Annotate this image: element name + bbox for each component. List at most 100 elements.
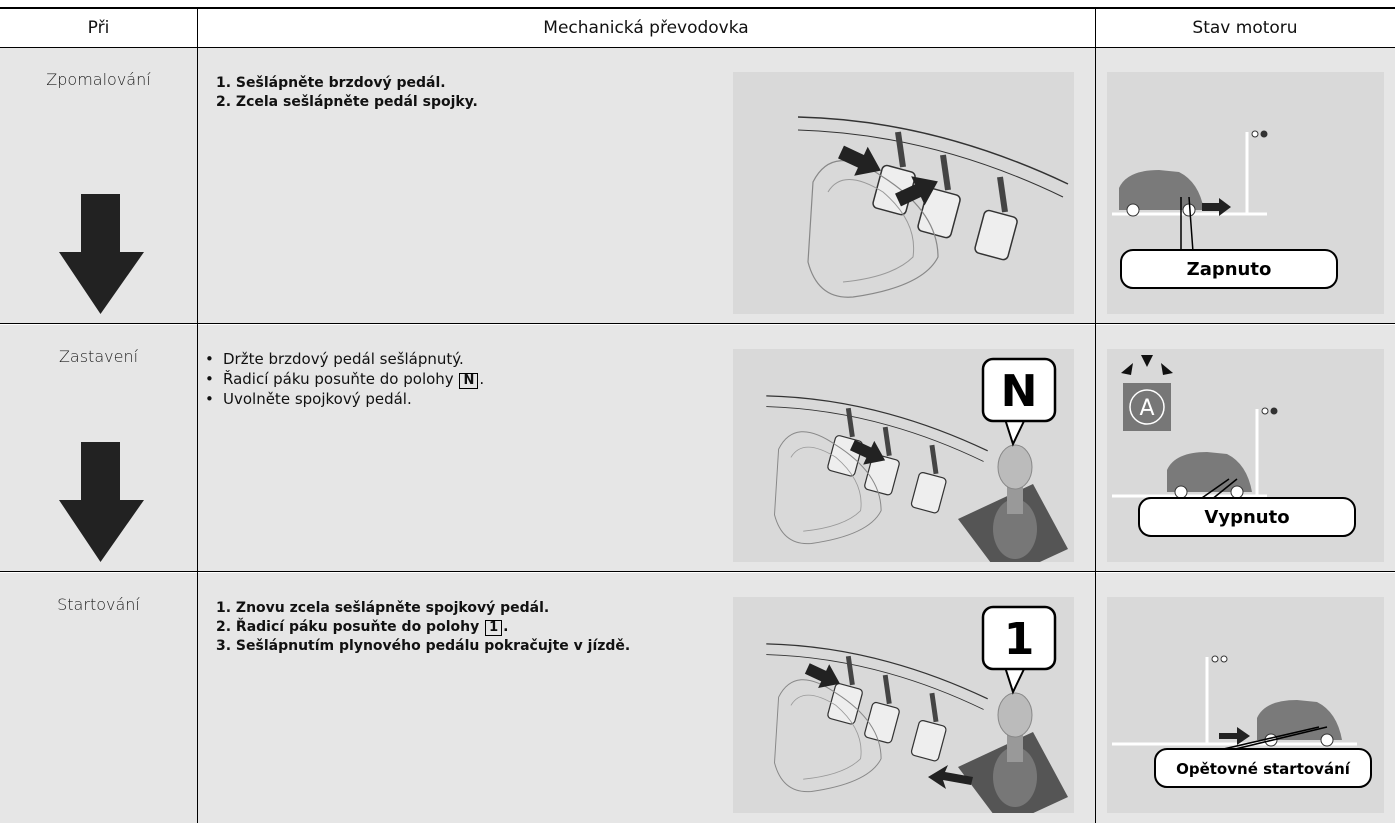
step-text: 2. Řadicí páku posuňte do polohy: [216, 619, 480, 635]
step-text: 1. Sešlápněte brzdový pedál.: [216, 75, 446, 91]
pedal: [910, 471, 947, 514]
gear-knob: [997, 692, 1033, 738]
pedal-arm: [895, 131, 906, 168]
push-arrow: [804, 663, 840, 689]
gear-callout: [981, 605, 1057, 671]
pedal-arm: [940, 154, 951, 191]
gear-label: N: [1001, 366, 1038, 417]
illustration-drawing: N: [766, 357, 1068, 579]
pedal: [827, 683, 863, 725]
down-arrow: [59, 442, 144, 562]
pedal-arm: [882, 426, 892, 457]
steps: 1. Sešlápněte brzdový pedál. 2. Zcela seš…: [216, 74, 726, 112]
pedal: [917, 187, 961, 239]
pedal-arm: [882, 674, 892, 705]
status-callout: [1154, 748, 1372, 788]
row-rule: [0, 323, 1395, 324]
pedal-arm: [929, 692, 939, 723]
dash-line: [766, 643, 988, 700]
pedal: [864, 453, 900, 496]
status-label: Vypnuto: [1204, 507, 1289, 528]
signal: [1260, 130, 1268, 138]
push-arrow: [895, 176, 938, 207]
pedals: [766, 395, 988, 545]
foot: [827, 179, 915, 283]
signal: [1270, 407, 1278, 415]
status-callout: [1138, 497, 1356, 537]
gear-arrow: [928, 765, 973, 789]
gear-boot-inner: [993, 499, 1037, 559]
signal: [1220, 655, 1228, 663]
signal: [1251, 130, 1259, 138]
status-label: Opětovné startování: [1176, 760, 1351, 778]
row-rule: [0, 571, 1395, 572]
pedals: [766, 643, 988, 793]
pedal: [974, 209, 1018, 261]
dash-line: [797, 129, 1064, 198]
status-pointer: [1198, 478, 1238, 501]
header-rule: [0, 47, 1395, 48]
dash-line: [797, 116, 1069, 185]
car: [1167, 452, 1252, 492]
illustration-drawing: [797, 116, 1069, 298]
step: 2. Zcela sešlápněte pedál spojky.: [216, 93, 726, 112]
pedals: [797, 116, 1069, 298]
status-illustration: Zapnuto: [1107, 72, 1384, 314]
gear-label: 1: [1004, 614, 1035, 665]
callout-pointer: [1004, 666, 1026, 695]
gear-callout: [981, 357, 1057, 423]
signal: [1211, 655, 1219, 663]
steps: Držte brzdový pedál sešlápnutý.Řadicí pá…: [205, 349, 715, 409]
phase-label: Zpomalování: [46, 70, 151, 89]
illustration-drawing: 1: [766, 605, 1068, 823]
pedal-arm: [997, 176, 1008, 213]
indicator-ring: [1129, 389, 1165, 425]
down-arrow: [59, 194, 144, 314]
indicator-ray: [1121, 363, 1133, 375]
indicator-letter: A: [1139, 396, 1154, 421]
car: [1119, 170, 1204, 210]
illustration: 1: [733, 597, 1074, 823]
status-pointer: [1214, 726, 1328, 752]
step-text: Držte brzdový pedál sešlápnutý.: [223, 350, 464, 368]
foot: [774, 679, 882, 793]
status-illustration: A Vypnuto: [1107, 349, 1384, 562]
col-rule: [1095, 8, 1096, 823]
step: Řadicí páku posuňte do polohy N.: [205, 369, 715, 389]
status-illustration: Opětovné startování: [1107, 597, 1384, 813]
pedal: [864, 701, 900, 744]
dash-line: [766, 395, 988, 452]
step: Uvolněte spojkový pedál.: [205, 389, 715, 409]
pedal-arm: [929, 444, 939, 475]
step-text: 2. Zcela sešlápněte pedál spojky.: [216, 94, 478, 110]
phase-label: Startování: [57, 595, 140, 614]
step-text: 1. Znovu zcela sešlápněte spojkový pedál…: [216, 600, 550, 616]
step: 1. Znovu zcela sešlápněte spojkový pedál…: [216, 599, 726, 618]
wheel: [1126, 203, 1140, 217]
steps: 1. Znovu zcela sešlápněte spojkový pedál…: [216, 599, 726, 656]
foot: [790, 446, 862, 532]
gear-boot-inner: [993, 747, 1037, 807]
move-arrow: [1219, 727, 1250, 745]
status-callout: [1120, 249, 1338, 289]
car: [1257, 700, 1342, 740]
phase-label: Zastavení: [58, 347, 139, 366]
foot: [774, 431, 882, 545]
step: 3. Sešlápnutím plynového pedálu pokračuj…: [216, 637, 726, 656]
gear-knob: [997, 444, 1033, 490]
status-illustration-drawing: Zapnuto: [1112, 130, 1338, 289]
illustration: [733, 72, 1074, 314]
step-after: .: [503, 619, 509, 635]
foot: [790, 694, 862, 780]
status-illustration-drawing: A Vypnuto: [1112, 355, 1356, 537]
step-text: Řadicí páku posuňte do polohy: [223, 370, 454, 388]
step-text: Uvolněte spojkový pedál.: [223, 390, 412, 408]
move-arrow: [1202, 198, 1231, 216]
arrow-shape: [59, 194, 144, 314]
pedal: [910, 719, 947, 762]
indicator-ray: [1141, 355, 1153, 367]
wheel: [1320, 733, 1334, 747]
push-arrow: [849, 439, 886, 465]
status-label: Zapnuto: [1187, 259, 1272, 280]
